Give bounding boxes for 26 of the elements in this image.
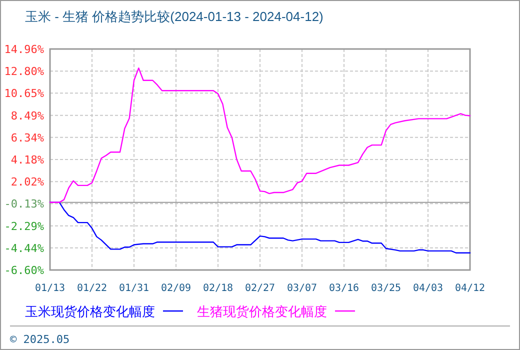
x-tick-label: 03/07 (286, 283, 318, 294)
x-tick-label: 02/09 (160, 283, 192, 294)
x-tick-label: 01/13 (34, 283, 66, 294)
y-tick-label: -0.13% (4, 198, 44, 211)
y-tick-label: 14.96% (4, 43, 44, 56)
text: © 2025.05 (10, 333, 70, 346)
legend-label: 玉米现货价格变化幅度 (25, 304, 155, 319)
y-tick-label: 4.18% (10, 154, 44, 166)
y-tick-label: 10.65% (4, 87, 44, 100)
legend-label: 生猪现货价格变化幅度 (197, 304, 327, 319)
chart-title: 玉米 - 生猪 价格趋势比较(2024-01-13 - 2024-04-12) (25, 9, 324, 24)
y-tick-label: -6.60% (4, 264, 44, 277)
y-tick-label: 8.49% (10, 109, 44, 122)
x-tick-label: 03/16 (328, 283, 360, 294)
x-tick-label: 02/27 (244, 283, 276, 294)
x-tick-label: 01/31 (118, 283, 150, 294)
y-tick-label: -2.29% (4, 220, 44, 233)
y-tick-label: 2.02% (10, 176, 44, 189)
y-tick-label: 12.80% (4, 65, 44, 78)
x-tick-label: 04/03 (412, 283, 444, 294)
x-tick-label: 02/18 (202, 283, 234, 294)
y-tick-label: 6.34% (10, 131, 44, 144)
x-tick-label: 01/22 (76, 283, 108, 294)
x-tick-label: 03/25 (370, 283, 402, 294)
y-tick-label: -4.44% (4, 242, 44, 255)
x-tick-label: 04/12 (454, 283, 486, 294)
